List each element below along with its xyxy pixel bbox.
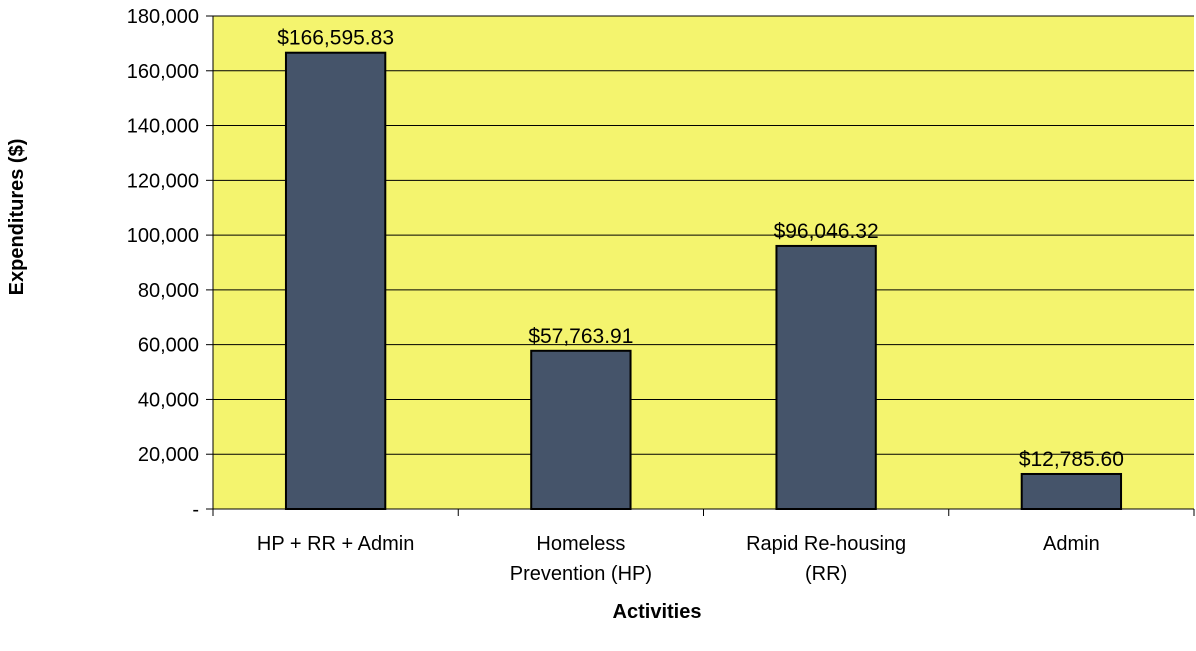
data-label: $12,785.60 xyxy=(1019,448,1124,471)
category-labels: HP + RR + Admin Homeless Prevention (HP) Ra… xyxy=(257,533,1100,585)
bar xyxy=(284,51,387,511)
y-tick-label: 120,000 xyxy=(127,170,199,192)
y-axis-title: Expenditures ($) xyxy=(6,139,28,296)
bar xyxy=(775,244,877,511)
x-axis-title: Activities xyxy=(613,601,702,623)
y-tick-label: 160,000 xyxy=(127,61,199,83)
data-label: $166,595.83 xyxy=(277,27,394,50)
y-tick-label: - xyxy=(192,499,199,521)
bar xyxy=(530,349,632,511)
y-tick-label: 40,000 xyxy=(138,389,199,411)
y-tick-label: 20,000 xyxy=(138,444,199,466)
y-tick-label: 80,000 xyxy=(138,280,199,302)
y-tick-label: 140,000 xyxy=(127,116,199,138)
category-label: Homeless Prevention (HP) xyxy=(510,533,652,585)
y-tick-label: 60,000 xyxy=(138,335,199,357)
bar xyxy=(1020,472,1123,510)
y-tick-label: 100,000 xyxy=(127,225,199,247)
bars xyxy=(284,51,1123,511)
data-label: $57,763.91 xyxy=(528,325,633,348)
y-tick-labels: - 20,000 40,000 60,000 80,000 100,000 120,000 1… xyxy=(127,6,199,521)
data-label: $96,046.32 xyxy=(774,220,879,243)
category-label: Admin xyxy=(1043,533,1100,555)
category-label: Rapid Re-housing (RR) xyxy=(746,533,906,585)
axes xyxy=(206,15,1195,516)
data-labels: $166,595.83 $57,763.91 $96,046.32 $12,785.6… xyxy=(277,27,1124,471)
y-tick-label: 180,000 xyxy=(127,6,199,28)
category-label: HP + RR + Admin xyxy=(257,533,414,555)
